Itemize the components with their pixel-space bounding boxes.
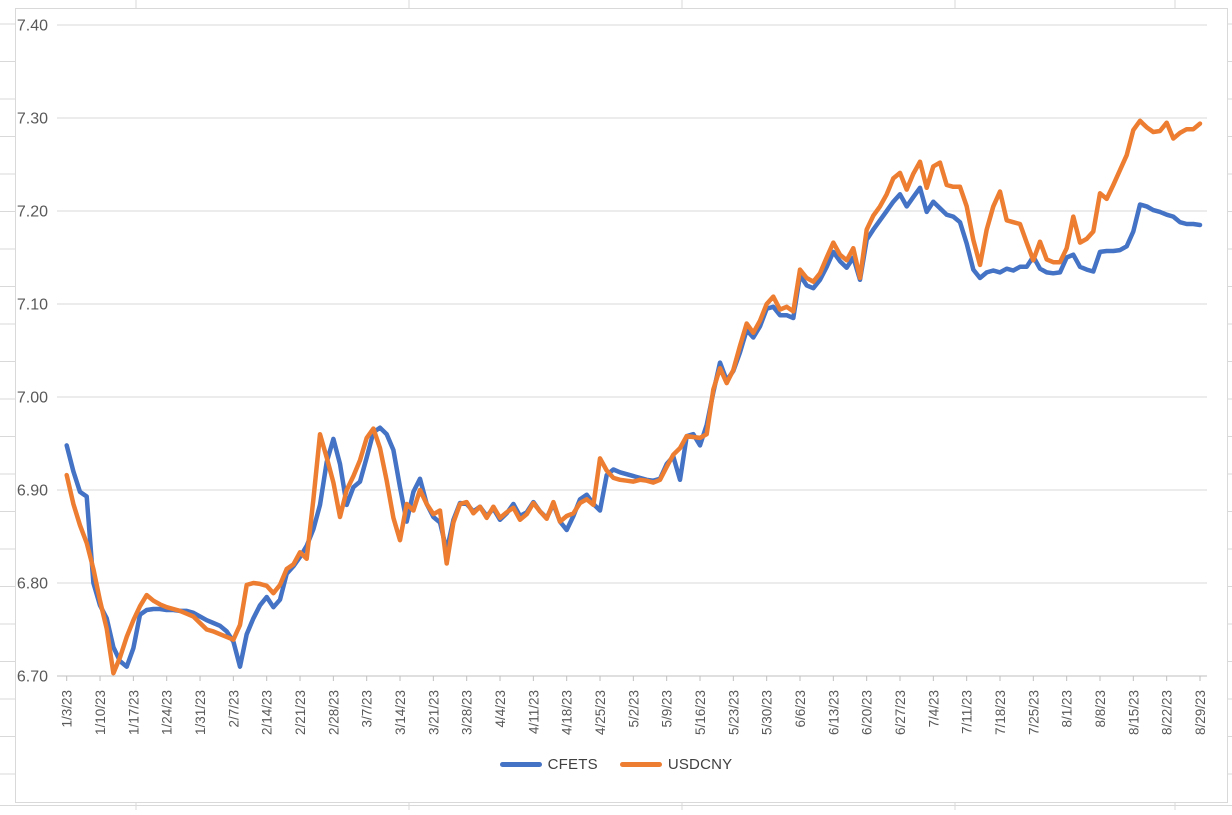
chart-legend: CFETS USDCNY xyxy=(0,756,1232,773)
svg-text:7.30: 7.30 xyxy=(17,111,48,128)
svg-text:7.00: 7.00 xyxy=(17,390,48,407)
svg-text:1/10/23: 1/10/23 xyxy=(93,690,108,735)
svg-text:8/15/23: 8/15/23 xyxy=(1126,690,1141,735)
cfets-legend-label: CFETS xyxy=(547,756,598,773)
svg-text:1/31/23: 1/31/23 xyxy=(193,690,208,735)
svg-text:7/25/23: 7/25/23 xyxy=(1026,690,1041,735)
svg-text:8/8/23: 8/8/23 xyxy=(1093,690,1108,728)
svg-text:8/29/23: 8/29/23 xyxy=(1193,690,1208,735)
svg-text:4/4/23: 4/4/23 xyxy=(493,690,508,728)
svg-text:6/20/23: 6/20/23 xyxy=(860,690,875,735)
svg-text:8/22/23: 8/22/23 xyxy=(1160,690,1175,735)
usdcny-line-swatch xyxy=(619,762,662,767)
svg-text:2/28/23: 2/28/23 xyxy=(326,690,341,735)
svg-text:7.20: 7.20 xyxy=(17,204,48,221)
svg-text:6.80: 6.80 xyxy=(17,576,48,593)
svg-text:6/6/23: 6/6/23 xyxy=(793,690,808,728)
svg-text:1/3/23: 1/3/23 xyxy=(60,690,75,728)
svg-text:5/30/23: 5/30/23 xyxy=(760,690,775,735)
svg-text:2/7/23: 2/7/23 xyxy=(226,690,241,728)
usdcny-legend-label: USDCNY xyxy=(667,756,733,773)
svg-text:2/21/23: 2/21/23 xyxy=(293,690,308,735)
svg-text:7/18/23: 7/18/23 xyxy=(993,690,1008,735)
svg-text:8/1/23: 8/1/23 xyxy=(1060,690,1075,728)
svg-text:5/16/23: 5/16/23 xyxy=(693,690,708,735)
svg-text:2/14/23: 2/14/23 xyxy=(260,690,275,735)
svg-text:1/24/23: 1/24/23 xyxy=(160,690,175,735)
svg-text:3/14/23: 3/14/23 xyxy=(393,690,408,735)
legend-item-usdcny: USDCNY xyxy=(619,756,733,773)
svg-text:6/27/23: 6/27/23 xyxy=(893,690,908,735)
svg-text:6.90: 6.90 xyxy=(17,483,48,500)
svg-text:5/2/23: 5/2/23 xyxy=(626,690,641,728)
svg-text:6/13/23: 6/13/23 xyxy=(826,690,841,735)
svg-text:7/11/23: 7/11/23 xyxy=(960,690,975,734)
svg-text:3/21/23: 3/21/23 xyxy=(426,690,441,735)
cfets-line-swatch xyxy=(499,762,542,767)
legend-item-cfets: CFETS xyxy=(499,756,598,773)
svg-text:5/9/23: 5/9/23 xyxy=(660,690,675,728)
svg-text:6.70: 6.70 xyxy=(17,669,48,686)
svg-text:5/23/23: 5/23/23 xyxy=(726,690,741,735)
svg-text:4/11/23: 4/11/23 xyxy=(526,690,541,734)
svg-text:4/25/23: 4/25/23 xyxy=(593,690,608,735)
svg-text:1/17/23: 1/17/23 xyxy=(126,690,141,735)
svg-text:3/28/23: 3/28/23 xyxy=(460,690,475,735)
svg-text:7.40: 7.40 xyxy=(17,18,48,35)
svg-text:4/18/23: 4/18/23 xyxy=(560,690,575,735)
svg-text:3/7/23: 3/7/23 xyxy=(360,690,375,728)
svg-text:7.10: 7.10 xyxy=(17,297,48,314)
svg-text:7/4/23: 7/4/23 xyxy=(926,690,941,728)
